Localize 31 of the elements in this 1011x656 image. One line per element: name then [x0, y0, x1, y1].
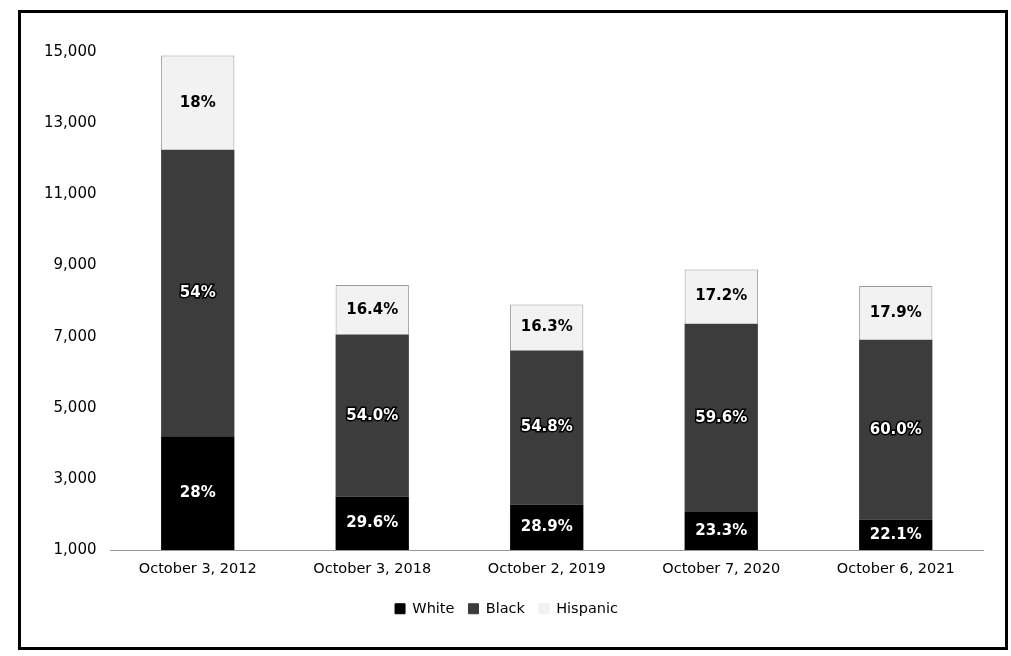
annotation: 54.8%: [520, 417, 573, 436]
legend-label: Hispanic: [556, 599, 618, 616]
y-tick-label: 7,000: [53, 326, 97, 345]
annotation: 16.3%: [520, 317, 573, 336]
annotation: 60.0%: [869, 419, 922, 438]
annotation: 29.6%: [346, 513, 399, 532]
y-tick-label: 13,000: [43, 113, 97, 132]
annotation: 54%: [179, 282, 216, 301]
x-tick-label: October 3, 2018: [313, 559, 432, 576]
annotation: 17.2%: [695, 286, 748, 305]
y-tick-label: 15,000: [43, 41, 97, 60]
x-tick-label: October 7, 2020: [662, 559, 781, 576]
annotation: 23.3%: [695, 520, 748, 539]
y-tick-label: 1,000: [53, 539, 97, 558]
y-tick-label: 5,000: [53, 397, 97, 416]
annotation: 54.0%: [346, 405, 399, 424]
annotation: 18%: [179, 92, 216, 111]
annotation: 22.1%: [869, 524, 922, 543]
x-tick-label: October 3, 2012: [138, 559, 257, 576]
y-tick-label: 3,000: [53, 468, 97, 487]
annotation: 16.4%: [346, 299, 399, 318]
legend-label: Black: [485, 599, 526, 616]
legend-label: White: [412, 599, 455, 616]
x-tick-label: October 6, 2021: [836, 559, 955, 576]
x-tick-label: October 2, 2019: [487, 559, 606, 576]
annotation: 17.9%: [869, 302, 922, 321]
y-tick-label: 9,000: [53, 255, 97, 274]
y-tick-label: 11,000: [43, 184, 97, 203]
annotation: 28%: [179, 483, 216, 502]
annotation: 59.6%: [695, 407, 748, 426]
annotation: 28.9%: [520, 517, 573, 536]
